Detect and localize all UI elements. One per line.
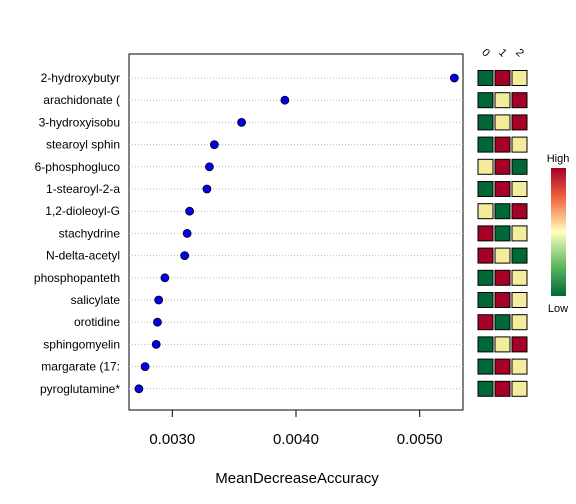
feature-label: 6-phosphogluco: [35, 160, 121, 174]
heatmap-cell: [477, 336, 494, 353]
heatmap-cell: [477, 114, 494, 131]
heatmap-cell: [511, 203, 528, 220]
heatmap-cell: [477, 380, 494, 397]
heatmap-cell: [511, 225, 528, 242]
heatmap-cell: [494, 292, 511, 308]
heatmap-cell: [511, 314, 528, 331]
heatmap-cell: [477, 158, 494, 175]
legend-color-bar: [551, 168, 566, 296]
data-point: [151, 339, 161, 349]
x-axis-title: MeanDecreaseAccuracy: [215, 470, 379, 487]
heatmap-cell: [494, 314, 511, 331]
data-point: [237, 118, 246, 127]
x-tick-label: 0.0030: [149, 431, 195, 448]
heatmap-cell: [511, 136, 528, 153]
heatmap-column-header: 2: [513, 47, 526, 60]
heatmap-cell: [494, 158, 511, 175]
x-tick-label: 0.0050: [397, 431, 443, 448]
feature-label: 3-hydroxyisobu: [39, 115, 120, 129]
feature-label: stearoyl sphin: [46, 138, 120, 152]
feature-label: salicylate: [71, 293, 121, 307]
heatmap-cell: [511, 336, 528, 353]
data-point: [154, 295, 164, 305]
heatmap-cell: [477, 292, 494, 308]
feature-label: arachidonate (: [43, 93, 120, 107]
heatmap-column-header: 1: [496, 47, 509, 60]
data-point: [182, 228, 192, 238]
heatmap-cell: [494, 380, 511, 397]
feature-label: phosphopanteth: [34, 271, 120, 285]
heatmap-cell: [494, 136, 511, 153]
heatmap-cell: [494, 203, 511, 220]
legend-low-label: Low: [548, 303, 568, 315]
data-point: [205, 162, 214, 172]
data-point: [185, 206, 195, 216]
heatmap-cell: [494, 92, 511, 109]
heatmap-cell: [494, 70, 511, 86]
feature-label: pyroglutamine*: [40, 382, 120, 396]
feature-label: 1-stearoyl-2-a: [46, 182, 120, 196]
heatmap-cell: [494, 225, 511, 242]
data-point: [280, 95, 290, 105]
heatmap-cell: [494, 181, 511, 197]
heatmap-cell: [511, 358, 528, 375]
heatmap-cell: [511, 114, 528, 131]
feature-label: 1,2-dioleoyl-G: [45, 204, 120, 218]
heatmap-cell: [477, 314, 494, 331]
data-point: [134, 384, 144, 394]
data-point: [153, 317, 162, 327]
feature-label: margarate (17:: [41, 360, 120, 374]
heatmap-cell: [477, 203, 494, 220]
feature-label: 2-hydroxybutyr: [41, 71, 120, 85]
heatmap-cell: [477, 225, 494, 242]
heatmap-cell: [477, 358, 494, 375]
x-tick-label: 0.0040: [273, 431, 319, 448]
heatmap-cell: [477, 247, 494, 264]
heatmap-cell: [511, 158, 528, 175]
heatmap-cell: [511, 70, 528, 86]
feature-label: N-delta-acetyl: [46, 249, 120, 263]
data-point: [449, 73, 459, 83]
data-point: [140, 362, 150, 372]
heatmap-cell: [477, 269, 494, 286]
legend-high-label: High: [547, 153, 570, 165]
heatmap-cell: [477, 181, 494, 197]
heatmap-cell: [511, 292, 528, 308]
feature-label: sphingomyelin: [43, 337, 120, 351]
heatmap-cell: [511, 181, 528, 197]
heatmap-cell: [511, 269, 528, 286]
heatmap-cell: [494, 114, 511, 131]
heatmap-cell: [494, 336, 511, 353]
heatmap-cell: [511, 92, 528, 109]
heatmap-cell: [494, 269, 511, 286]
heatmap-cell: [494, 247, 511, 264]
heatmap-cell: [494, 358, 511, 375]
data-point: [209, 140, 219, 150]
heatmap-column-header: 0: [479, 47, 492, 60]
data-point: [180, 251, 190, 261]
data-point: [160, 273, 170, 283]
heatmap-cell: [511, 247, 528, 264]
plot-frame: [128, 53, 464, 411]
heatmap-cell: [477, 70, 494, 86]
heatmap-cell: [477, 136, 494, 153]
feature-label: stachydrine: [59, 226, 121, 240]
heatmap-cell: [477, 92, 494, 109]
heatmap-cell: [511, 380, 528, 397]
feature-label: orotidine: [74, 315, 120, 329]
data-point: [202, 184, 212, 194]
